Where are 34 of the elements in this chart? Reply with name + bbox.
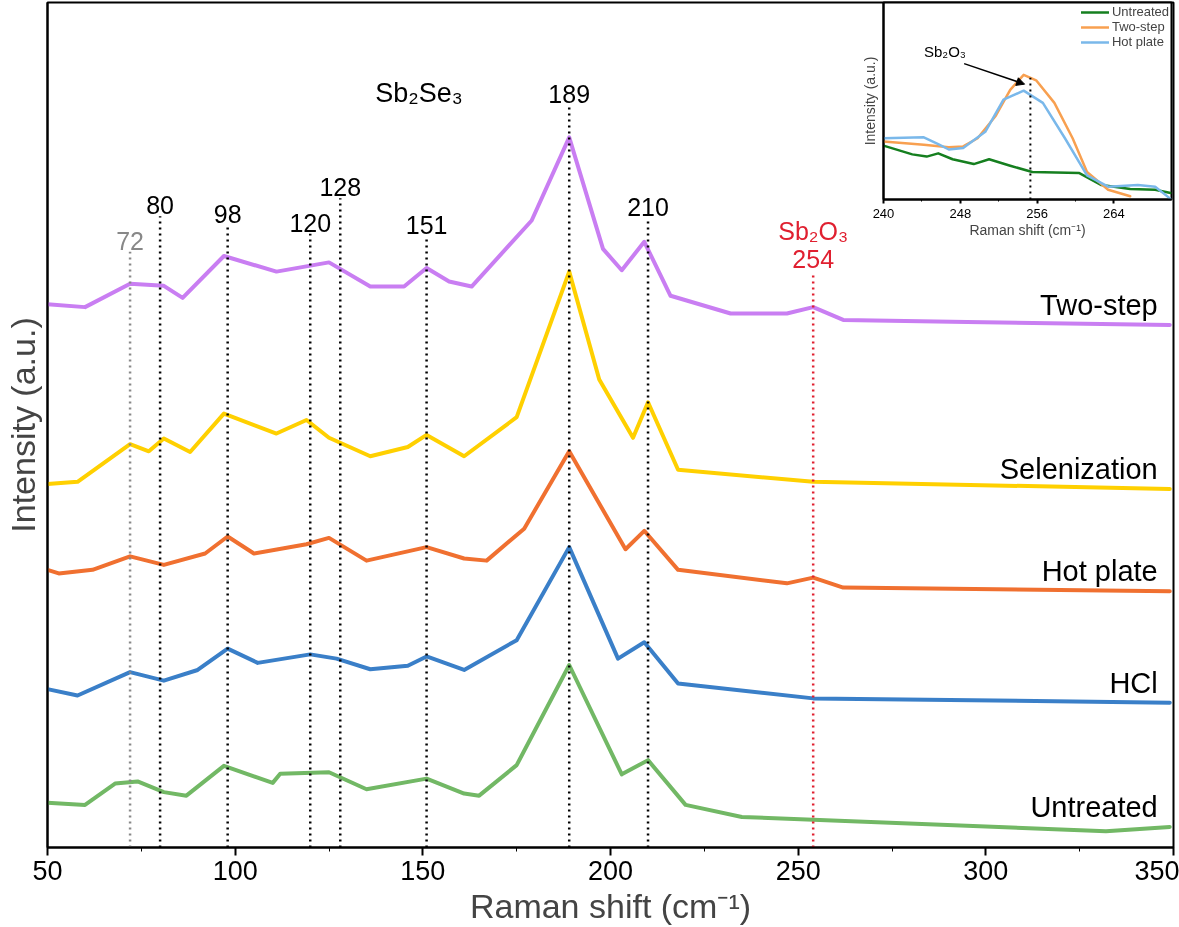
series-label: Untreated: [1030, 790, 1158, 823]
legend-label: Untreated: [1111, 4, 1169, 19]
series-label: Hot plate: [1041, 555, 1158, 588]
ref-line-label: 189: [548, 80, 591, 109]
y-axis-title: Intensity (a.u.): [3, 317, 42, 533]
ref-line-label: 210: [627, 192, 669, 221]
x-tick-label: 240: [872, 205, 895, 221]
ref-line-label: 72: [116, 226, 144, 255]
ref-line-label: 98: [213, 200, 242, 229]
series-label: Two-step: [1040, 288, 1158, 321]
annotation: Sb₂O₃: [923, 42, 966, 60]
series-label: HCl: [1109, 666, 1158, 699]
x-tick-label: 264: [1103, 205, 1125, 221]
x-tick-label: 350: [1134, 855, 1179, 886]
ref-line-label: 151: [405, 211, 448, 240]
x-tick-label: 300: [963, 855, 1009, 886]
x-tick-label: 50: [32, 855, 63, 886]
text: Sb₂Se₃: [375, 78, 463, 109]
legend-label: Two-step: [1111, 19, 1165, 34]
y-axis-title: Intensity (a.u.): [861, 56, 878, 146]
series-label: Selenization: [999, 452, 1158, 485]
ref-line-label: 120: [289, 208, 332, 237]
ref-line-label: Sb₂O₃ 254: [778, 217, 849, 274]
ref-line-label: 80: [146, 191, 175, 220]
x-axis-title: Raman shift (cm⁻¹): [469, 886, 752, 925]
ref-line-label: 128: [319, 173, 362, 202]
x-axis-title: Raman shift (cm⁻¹): [969, 221, 1086, 238]
x-tick-label: 256: [1026, 205, 1048, 221]
x-tick-label: 248: [949, 205, 972, 221]
x-tick-label: 150: [400, 855, 446, 886]
x-tick-label: 200: [587, 855, 634, 886]
x-tick-label: 250: [775, 855, 821, 886]
x-tick-label: 100: [212, 855, 258, 886]
legend-label: Hot plate: [1111, 34, 1164, 49]
